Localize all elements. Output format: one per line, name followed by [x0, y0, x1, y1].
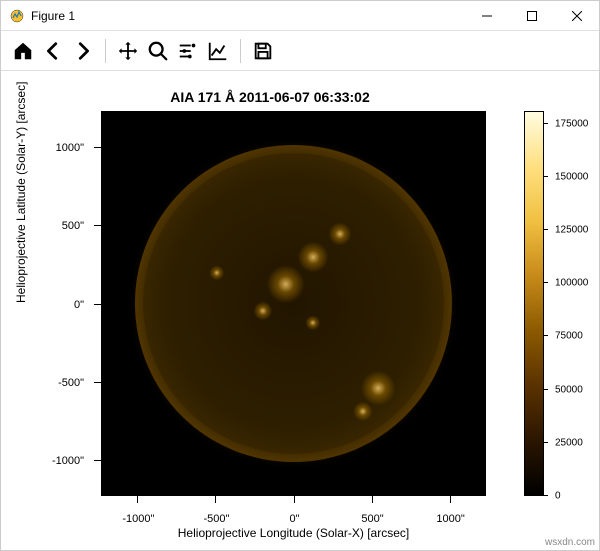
- ytick-label: -1000": [52, 455, 94, 467]
- title-bar: Figure 1: [1, 1, 599, 31]
- maximize-button[interactable]: [509, 1, 554, 30]
- colorbar-tick-label: 175000: [548, 118, 588, 129]
- app-icon: [9, 8, 25, 24]
- colorbar-tick-label: 100000: [548, 278, 588, 289]
- separator: [240, 39, 241, 63]
- xtick-label: -1000": [122, 503, 154, 525]
- ytick-label: -500": [58, 377, 94, 389]
- figure-window: Figure 1 AIA 171 Å 2011-06-07 06:33:02 H…: [0, 0, 600, 551]
- back-button[interactable]: [39, 37, 67, 65]
- heatmap-image: [101, 111, 486, 496]
- zoom-button[interactable]: [144, 37, 172, 65]
- window-title: Figure 1: [31, 9, 464, 23]
- y-axis-label: Helioprojective Latitude (Solar-Y) [arcs…: [14, 82, 28, 303]
- ytick-label: 500": [62, 220, 94, 232]
- home-button[interactable]: [9, 37, 37, 65]
- axes-button[interactable]: [204, 37, 232, 65]
- window-controls: [464, 1, 599, 30]
- toolbar: [1, 31, 599, 71]
- ytick-label: 1000": [56, 142, 94, 154]
- colorbar-tick-label: 0: [548, 491, 561, 502]
- colorbar: 0250005000075000100000125000150000175000: [524, 111, 544, 496]
- subplots-button[interactable]: [174, 37, 202, 65]
- pan-button[interactable]: [114, 37, 142, 65]
- xtick-label: 500": [361, 503, 383, 525]
- separator: [105, 39, 106, 63]
- xtick-label: 0": [289, 503, 299, 525]
- colorbar-tick-label: 25000: [548, 437, 583, 448]
- colorbar-tick-label: 75000: [548, 331, 583, 342]
- colorbar-tick-label: 125000: [548, 225, 588, 236]
- watermark: wsxdn.com: [545, 537, 595, 548]
- close-button[interactable]: [554, 1, 599, 30]
- xtick-label: -500": [203, 503, 229, 525]
- plot-area[interactable]: AIA 171 Å 2011-06-07 06:33:02 Helioproje…: [1, 71, 599, 550]
- minimize-button[interactable]: [464, 1, 509, 30]
- colorbar-tick-label: 150000: [548, 171, 588, 182]
- save-button[interactable]: [249, 37, 277, 65]
- xtick-label: 1000": [436, 503, 464, 525]
- x-axis-label: Helioprojective Longitude (Solar-X) [arc…: [101, 526, 486, 540]
- colorbar-tick-label: 50000: [548, 384, 583, 395]
- chart-title: AIA 171 Å 2011-06-07 06:33:02: [1, 89, 539, 105]
- ytick-label: 0": [74, 299, 94, 311]
- forward-button[interactable]: [69, 37, 97, 65]
